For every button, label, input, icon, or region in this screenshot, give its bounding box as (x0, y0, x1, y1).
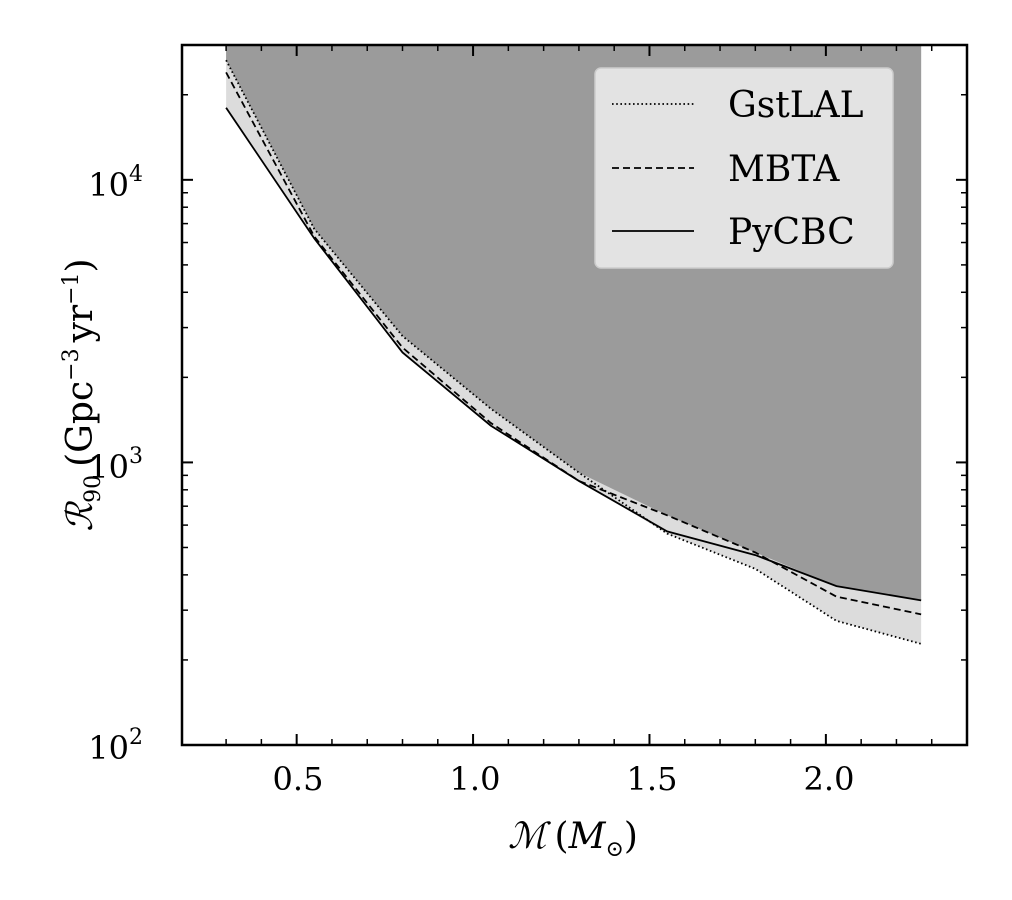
series-line-mbta (225, 71, 922, 616)
series-line-pycbc (225, 107, 922, 602)
x-tick-label: 1.5 (627, 760, 678, 798)
y-tick-label: 103 (88, 444, 143, 486)
legend-label-pycbc: PyCBC (728, 212, 855, 253)
series-lines (225, 59, 922, 645)
legend-label-gstlal: GstLAL (728, 85, 864, 126)
y-tick-label: 102 (88, 725, 143, 767)
series-line-gstlal (225, 59, 922, 645)
legend-box (594, 67, 894, 269)
x-tick-label: 1.0 (450, 760, 501, 798)
y-tick-label: 104 (88, 162, 143, 204)
x-tick-label: 2.0 (804, 760, 855, 798)
axes-frame (180, 43, 969, 747)
y-axis-label: ℛ90(Gpc−3yr−1) (59, 258, 106, 531)
x-axis-label: ℳ (M⊙) (508, 816, 638, 862)
legend: GstLAL MBTA PyCBC (594, 67, 894, 269)
y-tick-labels: 102 103 104 (88, 162, 143, 767)
x-tick-labels: 0.5 1.0 1.5 2.0 (273, 760, 855, 798)
legend-label-mbta: MBTA (728, 149, 840, 190)
x-tick-label: 0.5 (273, 760, 324, 798)
